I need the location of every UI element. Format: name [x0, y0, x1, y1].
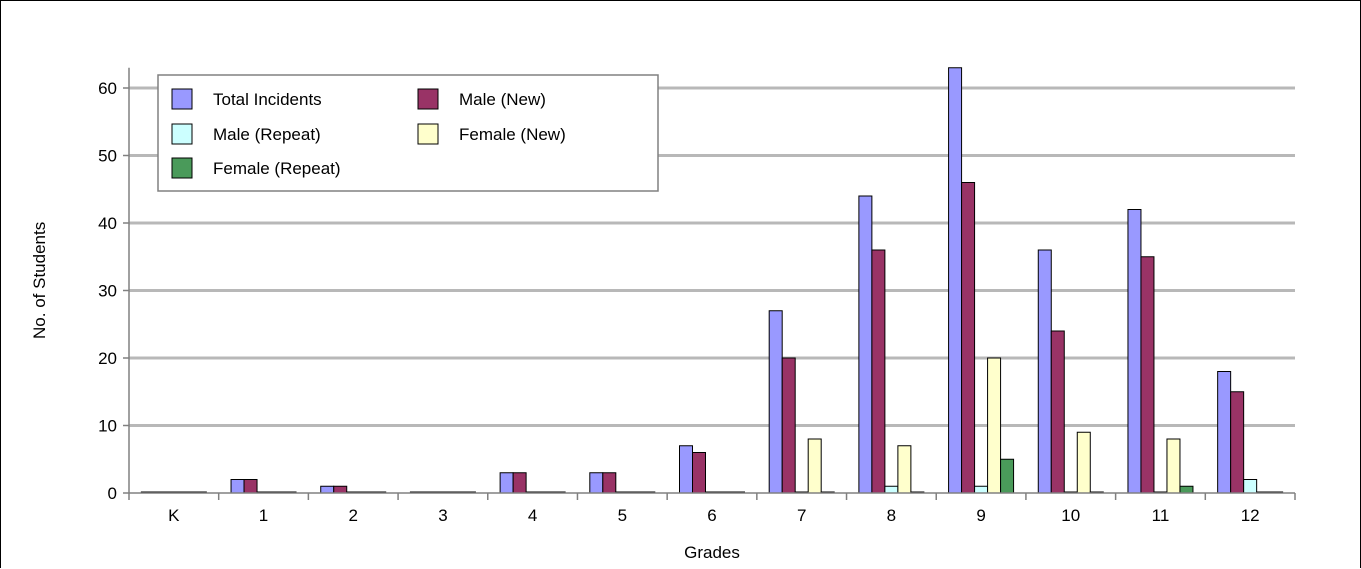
bar [1166, 438, 1181, 494]
x-axis-label: Grades [684, 543, 740, 562]
bar [320, 485, 335, 494]
bar [807, 438, 822, 494]
x-tick-label: 1 [259, 506, 268, 525]
bar [499, 472, 514, 494]
bar [679, 445, 693, 494]
y-axis-label: No. of Students [30, 222, 49, 339]
bar [871, 249, 886, 494]
axes [123, 67, 1296, 500]
bar [1140, 256, 1155, 494]
bar [1000, 458, 1015, 494]
x-tick-label: 3 [438, 506, 447, 525]
legend-label: Female (New) [459, 125, 566, 144]
y-tick-label: 40 [98, 214, 117, 233]
x-tick-label: 4 [528, 506, 537, 525]
bar [1050, 330, 1065, 494]
legend-swatch [417, 88, 439, 110]
bar [948, 67, 963, 494]
bar [1179, 485, 1194, 494]
bar [1217, 371, 1232, 494]
legend: Total Incidents Male (New) Male (Repeat) Fe… [157, 74, 659, 192]
y-tick-label: 60 [98, 79, 117, 98]
bar [1127, 209, 1142, 494]
x-tick-label: 8 [887, 506, 896, 525]
x-tick-label: 10 [1061, 506, 1080, 525]
bar [987, 357, 1002, 494]
bar [974, 485, 989, 494]
legend-label: Male (New) [459, 90, 546, 109]
x-tick-labels: K 1 2 3 4 5 6 7 8 9 10 11 12 [168, 506, 1259, 525]
bar [961, 182, 976, 494]
legend-swatch [171, 157, 193, 179]
x-tick-label: 11 [1152, 506, 1170, 525]
legend-label: Male (Repeat) [213, 125, 321, 144]
x-tick-label: 6 [707, 506, 716, 525]
y-tick-label: 10 [98, 417, 117, 436]
y-tick-label: 20 [98, 349, 117, 368]
legend-label: Total Incidents [213, 90, 322, 109]
bar [333, 485, 348, 494]
x-tick-label: 2 [348, 506, 357, 525]
bar [230, 479, 245, 494]
x-tick-label: 12 [1241, 506, 1260, 525]
legend-label: Female (Repeat) [213, 159, 341, 178]
legend-swatch [171, 123, 193, 145]
x-tick-label: 7 [797, 506, 806, 525]
bar [897, 445, 912, 494]
bar [512, 472, 527, 494]
bar [781, 357, 796, 494]
legend-swatch [417, 123, 439, 145]
legend-box [157, 74, 659, 192]
bar [243, 479, 258, 494]
y-tick-label: 0 [108, 484, 117, 503]
bar [884, 485, 899, 494]
bar [1037, 249, 1052, 494]
x-tick-label: K [168, 506, 180, 525]
bar [858, 195, 873, 494]
bar [768, 310, 783, 494]
y-tick-labels: 0 10 20 30 40 50 60 [98, 79, 117, 503]
y-tick-label: 30 [98, 282, 117, 301]
bar [1076, 431, 1091, 494]
bar [1230, 391, 1245, 494]
bar [589, 472, 604, 494]
bar [1243, 479, 1258, 494]
y-tick-label: 50 [98, 147, 117, 166]
x-tick-label: 5 [618, 506, 627, 525]
x-tick-label: 9 [976, 506, 985, 525]
legend-swatch [171, 88, 193, 110]
bar [692, 452, 706, 494]
bar [602, 472, 617, 494]
